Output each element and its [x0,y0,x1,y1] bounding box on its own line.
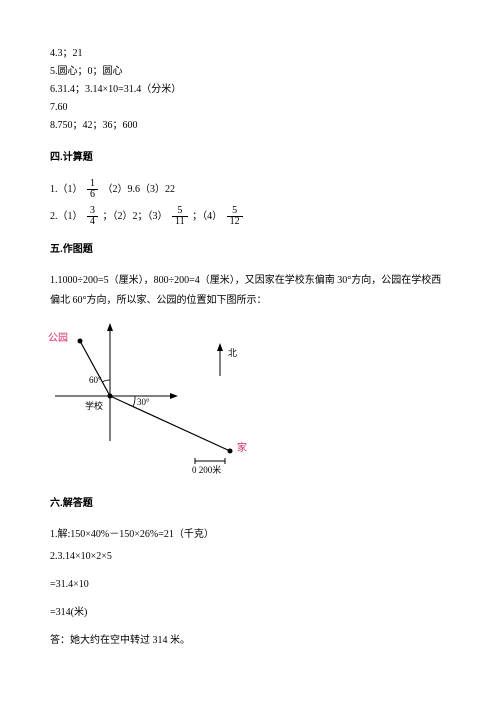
solve-q2d: 答：她大约在空中转过 314 米。 [50,631,450,651]
angle-30: 30° [137,397,150,407]
ans-4: 4.3；21 [50,45,450,63]
solve-q2b: =31.4×10 [50,575,450,595]
school-label: 学校 [85,400,103,411]
home-label: 家 [237,441,247,454]
solve-q2c: =314(米) [50,603,450,623]
solve-q2a: 2.3.14×10×2×5 [50,547,450,567]
section-6-title: 六.解答题 [50,495,450,513]
ans-6: 6.31.4；3.14×10=31.4（分米） [50,81,450,99]
text: 1.（1） [50,184,83,195]
angle-60: 60° [89,375,102,385]
ans-8: 8.750；42；36；600 [50,117,450,135]
fraction: 5 11 [172,206,188,227]
diagram: 学校 公园 60° 家 30° 0 200米 北 [45,321,295,481]
text: 2.（1） [50,211,83,222]
text: ；（4） [192,211,222,222]
section-5-title: 五.作图题 [50,241,450,259]
calc-q2: 2.（1） 3 4 ；（2）2；（3） 5 11 ；（4） 5 12 [50,206,450,227]
ans-5: 5.圆心；0；圆心 [50,63,450,81]
fraction: 5 12 [227,206,243,227]
text: （2）9.6（3）22 [103,184,176,195]
drawing-text: 1.1000÷200=5（厘米），800÷200=4（厘米），又因家在学校东偏南… [50,271,450,311]
solve-q1: 1.解:150×40%－150×26%=21（千克） [50,525,450,545]
text: ；（2）2；（3） [103,211,168,222]
denominator: 12 [227,217,243,227]
denominator: 6 [87,190,98,200]
section-4-title: 四.计算题 [50,149,450,167]
ans-7: 7.60 [50,99,450,117]
denominator: 11 [172,217,188,227]
park-label: 公园 [48,332,68,344]
fraction: 1 6 [87,179,98,200]
scale-label: 0 200米 [192,464,221,475]
denominator: 4 [87,217,98,227]
north-label: 北 [228,348,237,358]
fraction: 3 4 [87,206,98,227]
calc-q1: 1.（1） 1 6 （2）9.6（3）22 [50,179,450,200]
